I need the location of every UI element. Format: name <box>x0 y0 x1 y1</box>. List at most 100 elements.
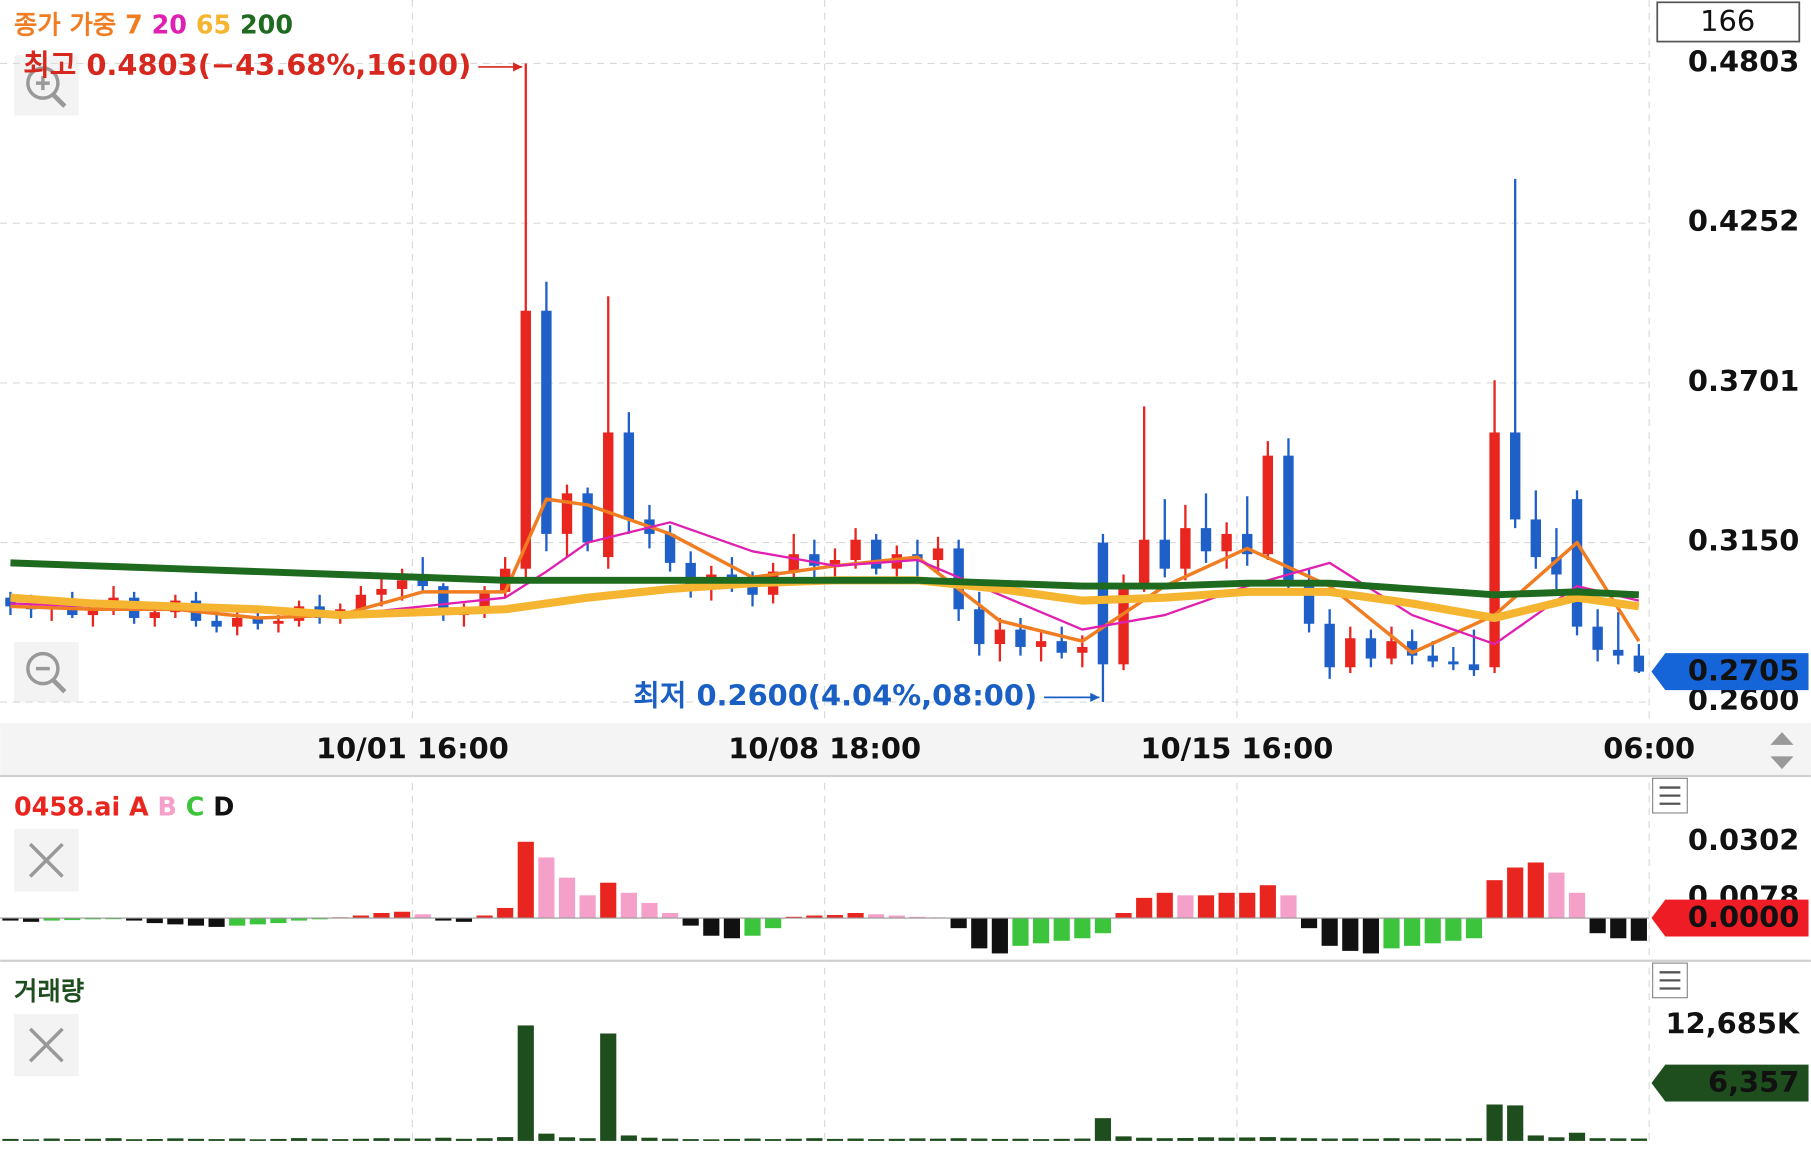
last-value-label: 0.0000 <box>1688 900 1799 934</box>
bar <box>1362 1138 1379 1141</box>
bar <box>744 918 761 936</box>
bar <box>661 1138 679 1141</box>
candle-body <box>1056 641 1067 653</box>
bar <box>991 1138 1008 1141</box>
bar <box>579 895 596 919</box>
zoom-in-icon[interactable] <box>51 93 67 108</box>
bar <box>435 1137 452 1141</box>
moving-average-line <box>10 497 1641 655</box>
bar <box>229 918 246 926</box>
bar <box>600 882 617 919</box>
bar <box>167 1138 184 1141</box>
zoom-in[interactable] <box>14 55 79 116</box>
bar <box>1033 918 1050 944</box>
bar <box>538 857 555 919</box>
bar <box>1507 867 1524 919</box>
bar <box>929 1138 947 1141</box>
bar <box>1404 918 1421 946</box>
scroll-arrows[interactable] <box>1770 732 1794 770</box>
bar <box>703 918 720 936</box>
close-oscillator[interactable] <box>14 829 79 892</box>
annotation-arrowhead <box>513 62 523 72</box>
bar <box>641 1137 658 1141</box>
bar <box>1630 1138 1647 1141</box>
menu-icon[interactable] <box>1659 971 1681 990</box>
x-axis-strip <box>0 722 1811 777</box>
bar <box>723 1138 740 1141</box>
bar <box>64 918 81 921</box>
candle-body <box>211 620 222 627</box>
bar <box>641 902 658 919</box>
candle-body <box>273 620 284 624</box>
menu-icon[interactable] <box>1659 786 1681 805</box>
legend-entry: B <box>158 791 177 821</box>
bar <box>1156 1138 1173 1141</box>
bar <box>414 1138 431 1141</box>
candle-body <box>1530 519 1542 558</box>
last-value-marker <box>1651 653 1809 691</box>
bar <box>620 892 637 919</box>
candle-body <box>603 432 614 558</box>
bar <box>1486 1104 1503 1141</box>
last-value-label: 0.2705 <box>1688 654 1799 688</box>
bar <box>1197 1137 1215 1141</box>
bar <box>187 918 205 926</box>
close-icon[interactable] <box>28 842 64 878</box>
close-volume[interactable] <box>14 1013 79 1077</box>
candle-body <box>1509 432 1521 520</box>
zoom-out[interactable] <box>14 642 79 703</box>
bar <box>991 918 1008 954</box>
candle-body <box>1551 557 1562 575</box>
scroll-icon[interactable] <box>1770 732 1794 770</box>
bar <box>187 1138 205 1141</box>
candle-body <box>232 617 243 627</box>
bar <box>332 1139 349 1141</box>
candle-body <box>561 493 573 534</box>
bar <box>661 913 679 919</box>
candle-body <box>376 588 387 595</box>
x-tick-label: 10/15 16:00 <box>1141 732 1334 766</box>
bar <box>1362 918 1379 954</box>
candle-body <box>1406 641 1418 656</box>
bar <box>1280 1137 1297 1141</box>
bar <box>1156 892 1173 919</box>
zoom-out-bg[interactable] <box>14 642 79 703</box>
legend-entry: C <box>186 791 205 821</box>
zoom-in-icon[interactable] <box>26 66 60 100</box>
bar <box>1177 895 1194 919</box>
bar <box>84 918 101 920</box>
menu-volume[interactable] <box>1652 962 1688 999</box>
bar <box>806 915 823 919</box>
candle-body <box>788 554 799 572</box>
candle-body <box>149 612 160 618</box>
candle-body <box>1015 629 1026 647</box>
candle-body <box>871 539 882 569</box>
close-icon[interactable] <box>28 1027 64 1063</box>
candle-body <box>1200 528 1212 552</box>
menu-oscillator[interactable] <box>1652 777 1688 814</box>
bar <box>311 918 328 920</box>
candle-body <box>747 586 758 595</box>
legend-entry: 7 <box>125 10 143 40</box>
panel-title-text: 0458.ai <box>14 791 120 821</box>
y-tick-label: 0.3701 <box>1688 364 1799 398</box>
bar <box>373 1138 390 1141</box>
bar <box>682 1139 699 1141</box>
zoom-in-bg[interactable] <box>14 55 79 116</box>
zoom-out-icon[interactable] <box>26 651 60 686</box>
bar <box>1383 1138 1400 1141</box>
bar <box>847 1138 864 1141</box>
bar <box>1094 1118 1112 1141</box>
bar <box>1218 892 1235 919</box>
bar <box>1630 918 1647 941</box>
candle-body <box>1138 539 1150 587</box>
candle-body <box>1159 539 1170 569</box>
bar <box>290 918 308 921</box>
bar <box>1527 862 1544 919</box>
bar <box>394 1138 411 1141</box>
zoom-out-icon[interactable] <box>51 678 67 694</box>
candle-body <box>1077 646 1088 653</box>
moving-average-line <box>10 559 1640 599</box>
bar <box>1610 918 1627 939</box>
